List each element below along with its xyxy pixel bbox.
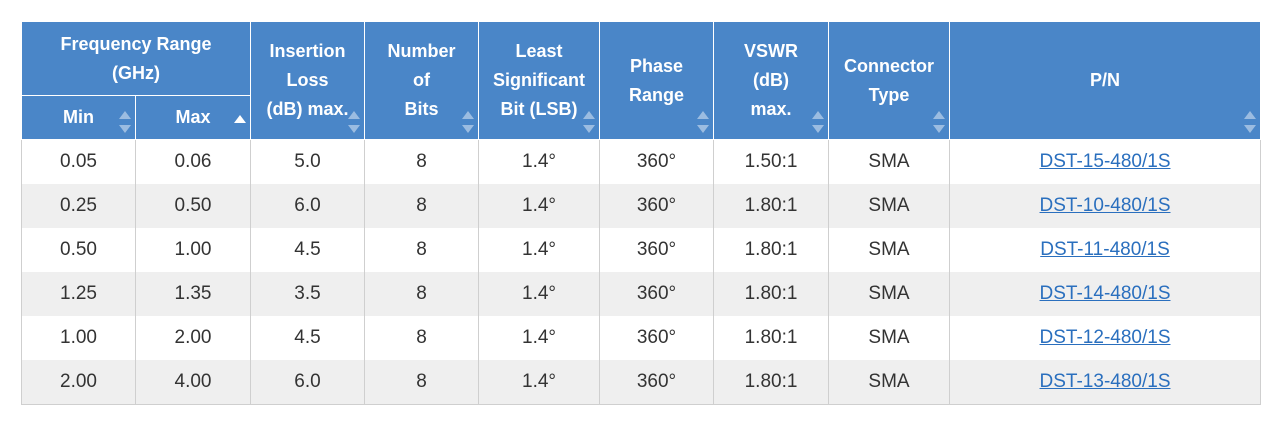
cell-connector: SMA xyxy=(828,184,951,228)
cell-phase-range: 360° xyxy=(599,184,715,228)
cell-max: 1.35 xyxy=(134,272,252,316)
cell-lsb: 1.4° xyxy=(478,316,601,360)
cell-min: 0.05 xyxy=(21,139,136,184)
cell-lsb: 1.4° xyxy=(478,139,601,184)
cell-vswr: 1.80:1 xyxy=(713,272,830,316)
cell-part-number: DST-11-480/1S xyxy=(949,228,1262,272)
part-number-link[interactable]: DST-14-480/1S xyxy=(1039,283,1171,304)
cell-phase-range: 360° xyxy=(599,228,715,272)
cell-max: 0.50 xyxy=(134,184,252,228)
cell-max: 4.00 xyxy=(134,360,252,405)
cell-part-number: DST-14-480/1S xyxy=(949,272,1262,316)
phase-shifter-table: Frequency Range (GHz) Insertion Loss (dB) m… xyxy=(20,21,1262,405)
part-number-link[interactable]: DST-15-480/1S xyxy=(1039,151,1171,172)
cell-max: 0.06 xyxy=(134,139,252,184)
part-number-link[interactable]: DST-12-480/1S xyxy=(1039,327,1171,348)
cell-connector: SMA xyxy=(828,316,951,360)
cell-insertion-loss: 5.0 xyxy=(250,139,366,184)
header-min[interactable]: Min xyxy=(21,95,136,140)
header-vswr[interactable]: VSWR (dB) max. xyxy=(713,21,830,140)
cell-bits: 8 xyxy=(364,360,480,405)
cell-vswr: 1.80:1 xyxy=(713,360,830,405)
cell-insertion-loss: 4.5 xyxy=(250,228,366,272)
header-insertion-loss[interactable]: Insertion Loss (dB) max. xyxy=(250,21,366,140)
table-row: 0.50 1.00 4.5 8 1.4° 360° 1.80:1 SMA DST-11-480/… xyxy=(21,228,1262,272)
cell-max: 1.00 xyxy=(134,228,252,272)
cell-phase-range: 360° xyxy=(599,139,715,184)
table-body: 0.05 0.06 5.0 8 1.4° 360° 1.50:1 SMA DST-15-480/… xyxy=(21,139,1262,405)
cell-part-number: DST-13-480/1S xyxy=(949,360,1262,405)
table-row: 1.00 2.00 4.5 8 1.4° 360° 1.80:1 SMA DST-12-480/… xyxy=(21,316,1262,360)
table-row: 1.25 1.35 3.5 8 1.4° 360° 1.80:1 SMA DST-14-480/… xyxy=(21,272,1262,316)
cell-connector: SMA xyxy=(828,360,951,405)
cell-phase-range: 360° xyxy=(599,316,715,360)
sort-icon[interactable] xyxy=(348,111,361,133)
cell-min: 1.00 xyxy=(21,316,136,360)
table-row: 0.05 0.06 5.0 8 1.4° 360° 1.50:1 SMA DST-15-480/… xyxy=(21,139,1262,184)
cell-bits: 8 xyxy=(364,316,480,360)
header-phase-range[interactable]: Phase Range xyxy=(599,21,715,140)
cell-connector: SMA xyxy=(828,228,951,272)
cell-lsb: 1.4° xyxy=(478,228,601,272)
cell-vswr: 1.50:1 xyxy=(713,139,830,184)
cell-vswr: 1.80:1 xyxy=(713,184,830,228)
cell-part-number: DST-15-480/1S xyxy=(949,139,1262,184)
header-number-of-bits[interactable]: Number of Bits xyxy=(364,21,480,140)
part-number-link[interactable]: DST-13-480/1S xyxy=(1039,371,1171,392)
sort-icon[interactable] xyxy=(119,111,131,133)
sort-icon[interactable] xyxy=(812,111,825,133)
cell-vswr: 1.80:1 xyxy=(713,316,830,360)
cell-max: 2.00 xyxy=(134,316,252,360)
cell-part-number: DST-12-480/1S xyxy=(949,316,1262,360)
cell-insertion-loss: 4.5 xyxy=(250,316,366,360)
table-row: 2.00 4.00 6.0 8 1.4° 360° 1.80:1 SMA DST-13-480/… xyxy=(21,360,1262,405)
header-connector-type[interactable]: Connector Type xyxy=(828,21,951,140)
product-table-container: Frequency Range (GHz) Insertion Loss (dB) m… xyxy=(20,21,1262,405)
cell-min: 0.25 xyxy=(21,184,136,228)
cell-min: 0.50 xyxy=(21,228,136,272)
cell-lsb: 1.4° xyxy=(478,360,601,405)
cell-lsb: 1.4° xyxy=(478,184,601,228)
cell-vswr: 1.80:1 xyxy=(713,228,830,272)
header-frequency-range: Frequency Range (GHz) xyxy=(20,21,252,96)
cell-part-number: DST-10-480/1S xyxy=(949,184,1262,228)
header-max[interactable]: Max xyxy=(134,95,252,140)
sort-icon[interactable] xyxy=(583,111,596,133)
cell-phase-range: 360° xyxy=(599,360,715,405)
cell-insertion-loss: 6.0 xyxy=(250,360,366,405)
cell-bits: 8 xyxy=(364,184,480,228)
cell-min: 1.25 xyxy=(21,272,136,316)
sort-icon[interactable] xyxy=(933,111,946,133)
cell-insertion-loss: 3.5 xyxy=(250,272,366,316)
sort-icon[interactable] xyxy=(697,111,710,133)
sort-icon[interactable] xyxy=(1244,111,1257,133)
table-row: 0.25 0.50 6.0 8 1.4° 360° 1.80:1 SMA DST-10-480/… xyxy=(21,184,1262,228)
cell-min: 2.00 xyxy=(21,360,136,405)
cell-connector: SMA xyxy=(828,139,951,184)
sort-icon[interactable] xyxy=(462,111,475,133)
cell-lsb: 1.4° xyxy=(478,272,601,316)
cell-phase-range: 360° xyxy=(599,272,715,316)
part-number-link[interactable]: DST-10-480/1S xyxy=(1039,195,1171,216)
cell-bits: 8 xyxy=(364,139,480,184)
cell-bits: 8 xyxy=(364,228,480,272)
cell-connector: SMA xyxy=(828,272,951,316)
cell-insertion-loss: 6.0 xyxy=(250,184,366,228)
sort-ascending-icon[interactable] xyxy=(234,115,247,125)
part-number-link[interactable]: DST-11-480/1S xyxy=(1040,239,1170,260)
header-part-number[interactable]: P/N xyxy=(949,21,1262,140)
cell-bits: 8 xyxy=(364,272,480,316)
header-lsb[interactable]: Least Significant Bit (LSB) xyxy=(478,21,601,140)
